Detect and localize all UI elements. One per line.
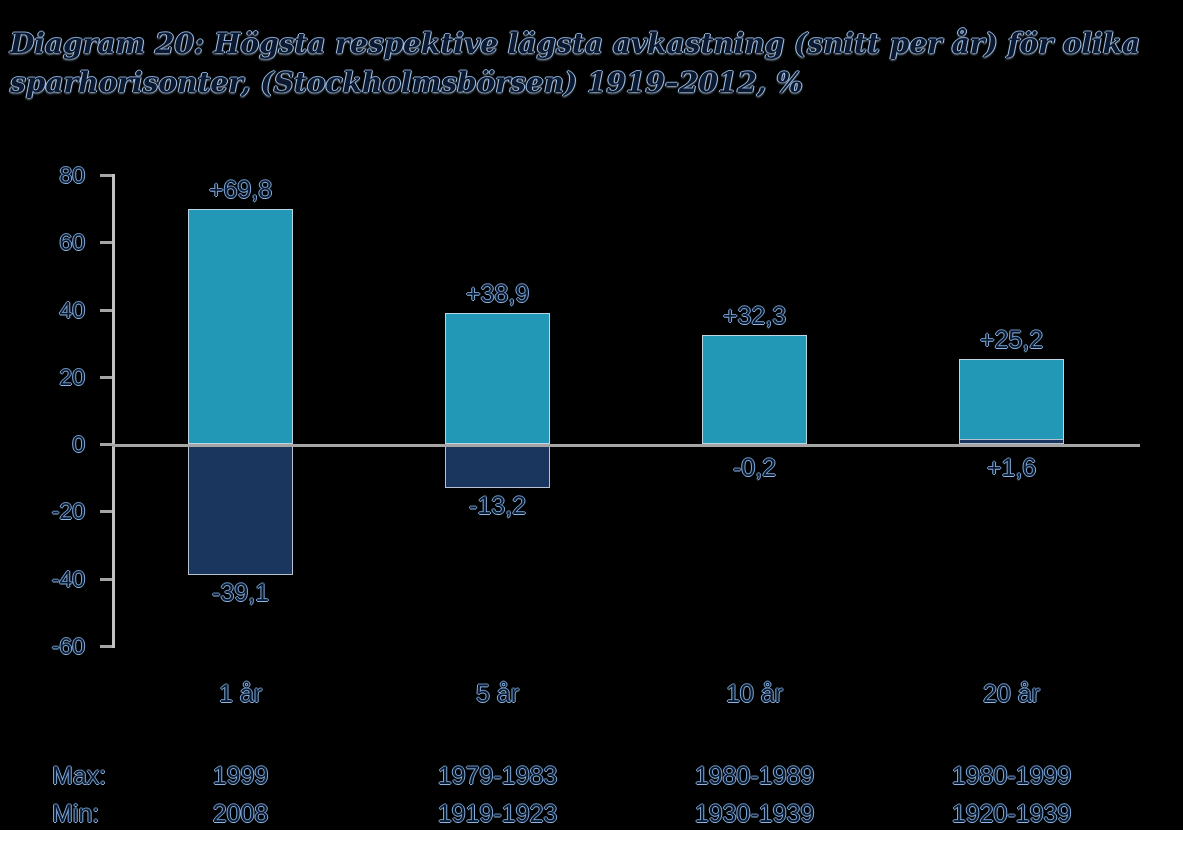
min-value-label: -0,2 — [732, 454, 777, 482]
y-tick-mark — [100, 241, 112, 245]
max-bar — [445, 313, 550, 444]
y-tick-label: 20 — [59, 363, 85, 390]
min-value-label: -39,1 — [212, 579, 269, 608]
zero-line — [112, 444, 1140, 447]
y-tick-mark — [100, 174, 112, 177]
footer-period-cell: 1980-1989 — [694, 762, 815, 790]
footer-row-label: Max: — [52, 762, 107, 790]
min-bar — [959, 438, 1064, 444]
footer-period-cell: 1920-1939 — [951, 800, 1072, 828]
max-bar — [188, 209, 293, 444]
y-axis-line — [112, 174, 115, 648]
max-value-label: +25,2 — [979, 326, 1044, 355]
y-tick-label: 0 — [72, 431, 85, 457]
footer-period-cell: 2008 — [212, 800, 269, 828]
y-tick-label: 60 — [59, 229, 85, 256]
y-tick-label: -20 — [51, 498, 85, 525]
category-label: 5 år — [475, 680, 520, 708]
category-label: 20 år — [983, 680, 1040, 708]
min-value-label: -13,2 — [469, 492, 526, 521]
y-tick-label: 80 — [59, 162, 85, 188]
y-tick-label: 40 — [59, 296, 85, 323]
category-label: 10 år — [726, 680, 783, 708]
min-value-label: +1,6 — [986, 454, 1037, 482]
footer-row-label: Min: — [52, 800, 100, 828]
chart-figure: Diagram 20: Högsta respektive lägsta avk… — [0, 0, 1183, 830]
y-tick-label: -40 — [51, 565, 85, 592]
y-tick-label: -60 — [51, 632, 85, 659]
y-tick-mark — [100, 577, 112, 581]
min-bar — [445, 444, 550, 489]
footer-period-cell: 1930-1939 — [694, 800, 815, 828]
min-bar — [188, 444, 293, 576]
y-tick-mark — [100, 443, 112, 446]
chart-title: Diagram 20: Högsta respektive lägsta avk… — [10, 26, 1141, 99]
category-label: 1 år — [218, 680, 263, 708]
y-tick-mark — [100, 308, 112, 312]
footer-period-cell: 1979-1983 — [437, 762, 558, 790]
max-value-label: +38,9 — [465, 280, 530, 309]
y-tick-mark — [100, 375, 112, 379]
footer-period-cell: 1919-1923 — [437, 800, 558, 828]
max-value-label: +69,8 — [208, 176, 273, 205]
y-tick-mark — [100, 644, 112, 648]
plot-area: 80 60 40 20 0 -20 -40 -60 +69,8 -39,1 +38,9 -13,2 +… — [51, 162, 1140, 828]
footer-period-cell: 1980-1999 — [951, 762, 1072, 790]
y-tick-mark — [100, 510, 112, 514]
max-value-label: +32,3 — [722, 302, 787, 331]
max-bar — [702, 335, 807, 444]
footer-period-cell: 1999 — [212, 762, 269, 790]
max-bar — [959, 359, 1064, 444]
